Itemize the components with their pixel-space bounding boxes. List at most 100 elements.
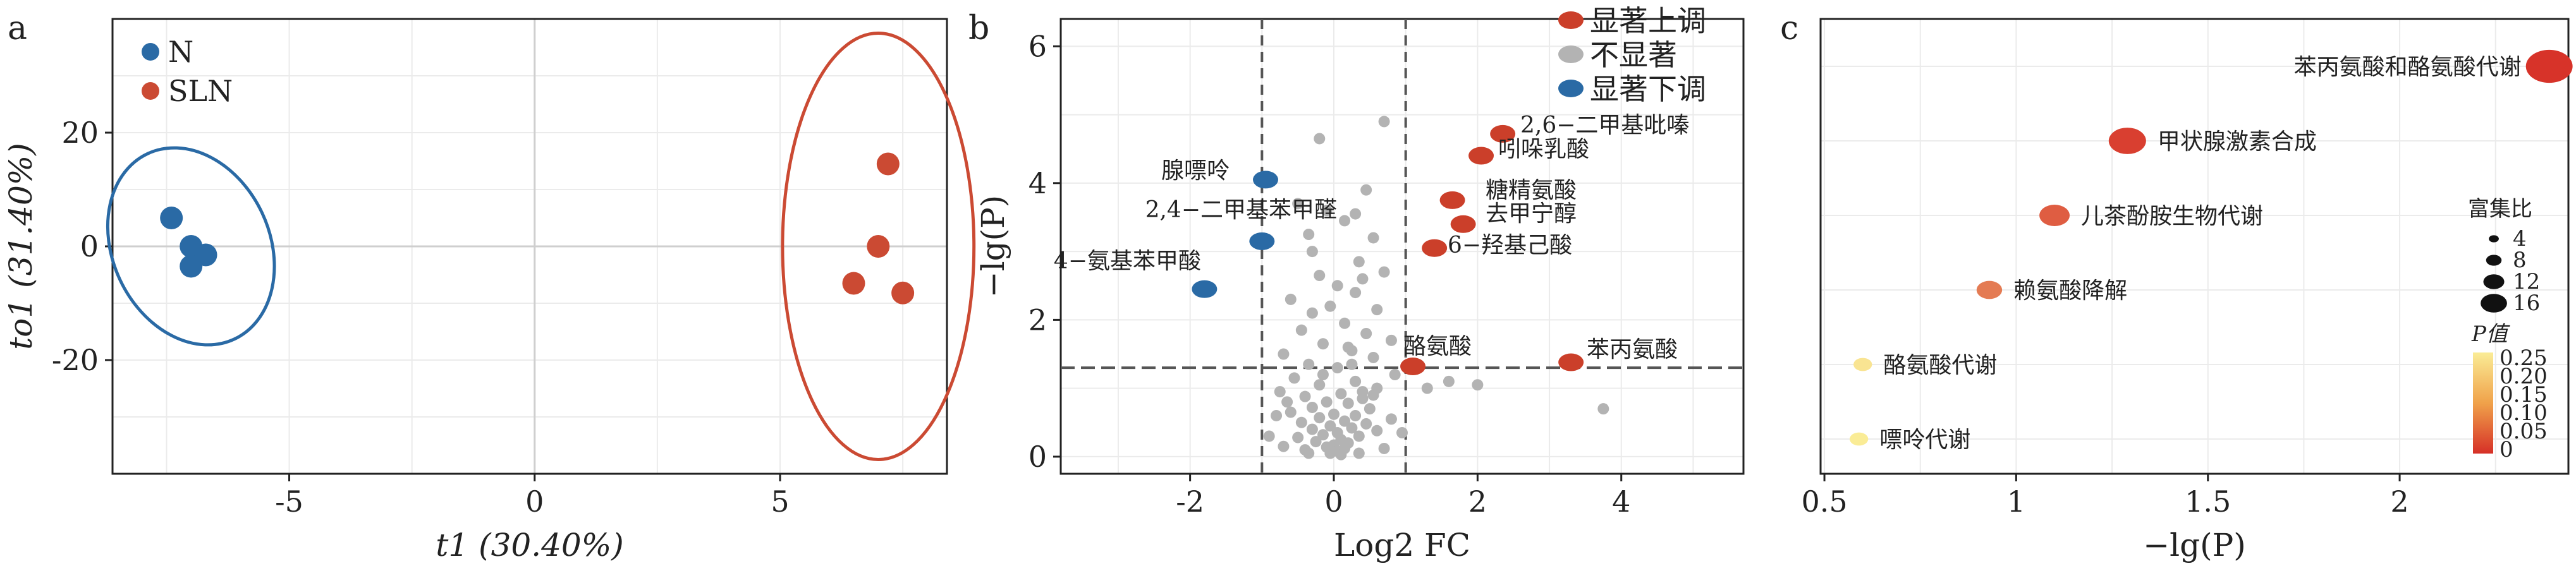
point-not-significant — [1310, 436, 1322, 448]
point-not-significant — [1303, 447, 1315, 459]
point-not-significant — [1285, 406, 1297, 418]
annotation-down: 腺嘌呤 — [1161, 158, 1230, 184]
pathway-point — [1976, 280, 2003, 299]
y-tick-label: 2 — [1029, 303, 1047, 337]
color-legend-label: 0.05 — [2500, 419, 2548, 444]
annotation-up: 酪氨酸 — [1403, 334, 1472, 359]
color-legend-label: 0 — [2500, 437, 2513, 462]
point-up — [1468, 147, 1494, 165]
point-up — [1450, 215, 1476, 233]
color-legend-label: 0.10 — [2500, 400, 2548, 426]
point-not-significant — [1328, 408, 1340, 420]
annotation-up: 6−羟基己酸 — [1448, 232, 1572, 258]
point-sln — [867, 235, 890, 258]
point-not-significant — [1299, 390, 1311, 402]
point-not-significant — [1357, 273, 1369, 285]
legend-label: 显著上调 — [1590, 4, 1706, 38]
point-not-significant — [1321, 205, 1333, 217]
point-not-significant — [1389, 369, 1401, 381]
point-up — [1422, 239, 1448, 257]
point-not-significant — [1350, 287, 1362, 299]
annotation-down: 2,4−二甲基苯甲醛 — [1145, 197, 1337, 223]
x-tick-label: 2 — [2390, 485, 2408, 519]
point-not-significant — [1303, 358, 1315, 370]
point-not-significant — [1342, 341, 1354, 353]
point-n — [180, 255, 203, 278]
size-legend-swatch — [2481, 294, 2507, 313]
plot-area — [1061, 19, 1743, 474]
point-not-significant — [1350, 208, 1362, 220]
point-not-significant — [1367, 389, 1379, 401]
point-not-significant — [1314, 133, 1326, 145]
point-not-significant — [1314, 379, 1326, 391]
point-not-significant — [1385, 413, 1397, 425]
annotation-up: 糖精氨酸 — [1486, 178, 1577, 203]
point-not-significant — [1396, 427, 1408, 439]
point-not-significant — [1324, 447, 1336, 459]
point-not-significant — [1342, 397, 1354, 409]
color-legend-title: P值 — [2471, 322, 2510, 347]
point-n — [160, 207, 183, 229]
point-not-significant — [1281, 396, 1293, 408]
x-tick-label: 0 — [1324, 485, 1343, 519]
point-not-significant — [1346, 358, 1358, 370]
size-legend-label: 4 — [2513, 226, 2527, 251]
size-legend-title: 富集比 — [2468, 196, 2532, 222]
confidence-ellipse-sln — [781, 32, 976, 461]
point-not-significant — [1303, 229, 1315, 241]
legend-label: 显著下调 — [1590, 72, 1706, 106]
color-legend-bar — [2473, 352, 2493, 454]
x-axis-label: t1 (30.40%) — [436, 527, 623, 563]
point-not-significant — [1346, 422, 1358, 434]
point-not-significant — [1335, 449, 1347, 461]
point-not-significant — [1278, 440, 1290, 452]
x-tick-label: -5 — [275, 485, 303, 519]
point-not-significant — [1331, 362, 1343, 374]
panel-a: -5 0 5 -20 0 20 t1 (30.40%) to1 (31.40%) N SLN — [3, 18, 976, 563]
point-not-significant — [1364, 403, 1376, 415]
pathway-label: 甲状腺激素合成 — [2158, 129, 2317, 155]
point-not-significant — [1295, 416, 1307, 428]
point-not-significant — [1443, 375, 1455, 387]
point-up — [1439, 191, 1465, 209]
point-not-significant — [1339, 317, 1351, 329]
pathway-label: 酪氨酸代谢 — [1883, 352, 1997, 378]
point-not-significant — [1421, 382, 1433, 394]
x-tick-label: -2 — [1176, 485, 1204, 519]
pathway-point — [1850, 432, 1869, 446]
point-not-significant — [1353, 256, 1365, 268]
x-axis-label: Log2 FC — [1334, 527, 1470, 563]
pathway-point — [1853, 358, 1872, 371]
point-not-significant — [1306, 307, 1318, 319]
point-up — [1400, 358, 1426, 376]
x-tick-label: 0 — [525, 485, 544, 519]
y-tick-label: 4 — [1029, 166, 1047, 200]
point-not-significant — [1360, 184, 1372, 196]
annotation-down: 4−氨基苯甲酸 — [1054, 248, 1201, 274]
point-not-significant — [1295, 324, 1307, 336]
legend-swatch — [1558, 80, 1584, 97]
x-axis-label: −lg(P) — [2143, 527, 2246, 563]
point-not-significant — [1292, 431, 1304, 443]
point-not-significant — [1288, 372, 1300, 384]
point-not-significant — [1324, 420, 1336, 432]
point-not-significant — [1371, 424, 1383, 437]
x-tick-label: 1.5 — [2185, 485, 2231, 519]
legend-swatch-n — [142, 43, 159, 61]
size-legend-swatch — [2489, 235, 2499, 243]
size-legend-swatch — [2483, 274, 2505, 289]
size-legend-label: 16 — [2513, 291, 2540, 316]
point-not-significant — [1274, 386, 1286, 398]
color-legend-label: 0.15 — [2500, 382, 2548, 407]
y-tick-label: -20 — [52, 343, 99, 377]
point-not-significant — [1331, 280, 1343, 292]
point-not-significant — [1350, 375, 1362, 387]
point-down — [1192, 280, 1218, 298]
panel-label-c: c — [1780, 9, 1798, 47]
point-not-significant — [1353, 447, 1365, 459]
pathway-point — [2525, 49, 2573, 83]
point-not-significant — [1360, 328, 1372, 340]
y-axis-label: to1 (31.40%) — [3, 143, 39, 350]
